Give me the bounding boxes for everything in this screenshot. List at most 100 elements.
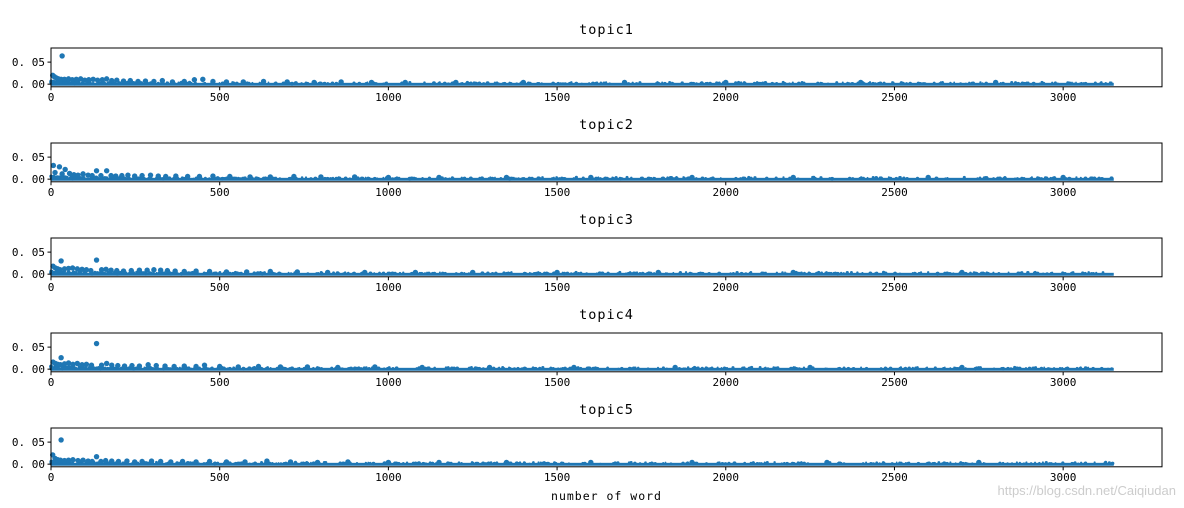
scatter-point (324, 461, 328, 465)
scatter-point (398, 271, 402, 275)
scatter-point (84, 82, 88, 86)
scatter-point (871, 81, 875, 86)
scatter-point (515, 82, 519, 86)
scatter-point (351, 174, 358, 180)
scatter-point (1034, 461, 1037, 464)
scatter-point (555, 462, 558, 464)
scatter-point (621, 79, 628, 86)
scatter-point (480, 271, 485, 276)
scatter-point (969, 271, 972, 275)
scatter-point (191, 77, 198, 83)
scatter-point (788, 176, 791, 179)
scatter-point (763, 461, 766, 464)
scatter-point (444, 177, 447, 181)
scatter-point (678, 270, 682, 275)
scatter-point (362, 269, 368, 276)
scatter-point (581, 461, 585, 465)
scatter-point (751, 461, 755, 464)
scatter-point (492, 366, 496, 370)
scatter-point (231, 176, 235, 180)
scatter-point (520, 367, 524, 371)
scatter-point (644, 461, 647, 464)
x-tick-label: 2000 (713, 91, 740, 104)
scatter-point (120, 78, 127, 84)
scatter-point (56, 164, 63, 170)
x-tick-label: 2500 (881, 281, 908, 294)
scatter-point (215, 176, 220, 180)
scatter-point (508, 366, 511, 369)
scatter-point (1061, 366, 1064, 370)
scatter-point (136, 363, 143, 369)
scatter-point (567, 462, 571, 465)
scatter-point (125, 172, 131, 178)
scatter-point (165, 81, 168, 84)
scatter-point (74, 366, 77, 369)
scatter-point (641, 176, 644, 180)
scatter-point (904, 462, 907, 465)
scatter-point (720, 367, 723, 369)
scatter-point (569, 272, 573, 275)
scatter-point (919, 81, 922, 85)
scatter-point (917, 177, 920, 179)
scatter-point (80, 457, 86, 463)
scatter-point (761, 81, 764, 84)
scatter-point (575, 271, 578, 274)
scatter-point (360, 367, 363, 370)
scatter-point (258, 81, 261, 84)
scatter-point (368, 79, 375, 86)
scatter-point (537, 461, 540, 464)
scatter-point (620, 366, 624, 371)
scatter-point (570, 81, 573, 84)
scatter-point (807, 271, 811, 275)
scatter-point (523, 461, 527, 465)
x-tick-label: 1000 (375, 186, 402, 199)
scatter-point (682, 367, 685, 370)
scatter-point (59, 53, 65, 59)
scatter-point (178, 366, 181, 369)
scatter-point (432, 271, 437, 276)
scatter-point (653, 461, 657, 466)
scatter-point (716, 366, 719, 369)
scatter-point (69, 82, 73, 85)
scatter-point (1091, 366, 1095, 371)
scatter-point (992, 177, 995, 180)
scatter-point (830, 176, 834, 181)
scatter-point (286, 462, 289, 465)
scatter-point (390, 271, 395, 276)
scatter-point (887, 176, 890, 179)
scatter-point (98, 267, 105, 273)
scatter-point (871, 175, 875, 179)
scatter-point (213, 272, 216, 275)
scatter-point (904, 366, 907, 370)
scatter-point (402, 79, 408, 86)
scatter-point (614, 176, 618, 180)
scatter-point (753, 176, 757, 180)
scatter-point (151, 78, 157, 85)
scatter-point (868, 271, 873, 276)
scatter-point (797, 367, 801, 371)
scatter-point (606, 177, 610, 181)
scatter-point (494, 176, 496, 179)
scatter-point (590, 81, 595, 86)
scatter-point (764, 176, 769, 181)
scatter-point (193, 268, 199, 274)
scatter-point (1038, 82, 1041, 85)
scatter-point (83, 361, 90, 368)
scatter-point (208, 177, 211, 180)
scatter-point (60, 176, 64, 180)
scatter-point (661, 81, 664, 84)
scatter-point (1041, 461, 1044, 464)
scatter-point (284, 79, 290, 85)
scatter-point (242, 459, 248, 465)
scatter-point (982, 271, 985, 275)
scatter-point (992, 367, 996, 370)
scatter-point (866, 176, 869, 179)
scatter-point (503, 174, 510, 181)
scatter-point (772, 366, 776, 369)
scatter-point (905, 177, 909, 181)
scatter-point (1087, 271, 1090, 274)
scatter-point (376, 177, 379, 180)
scatter-point (115, 362, 121, 369)
scatter-point (895, 461, 898, 464)
x-tick-label: 0 (48, 281, 55, 294)
